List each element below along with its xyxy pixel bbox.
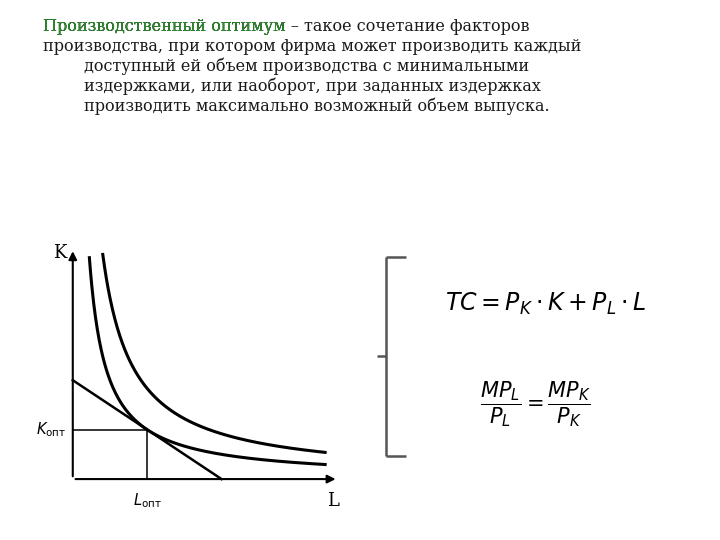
Text: Производственный оптимум: Производственный оптимум [43, 18, 286, 35]
Text: $K_{\rm опт}$: $K_{\rm опт}$ [36, 420, 66, 439]
Text: Производственный оптимум: Производственный оптимум [43, 18, 286, 35]
Text: Производственный оптимум – такое сочетание факторов
производства, при котором фи: Производственный оптимум – такое сочетан… [43, 18, 582, 115]
Text: $\mathit{TC} = P_K \cdot K + P_L \cdot L$: $\mathit{TC} = P_K \cdot K + P_L \cdot L… [445, 291, 647, 317]
Text: K: K [53, 244, 66, 262]
Text: $L_{\rm опт}$: $L_{\rm опт}$ [132, 492, 161, 510]
Text: $\dfrac{\mathit{MP}_L}{P_L} = \dfrac{\mathit{MP}_K}{P_K}$: $\dfrac{\mathit{MP}_L}{P_L} = \dfrac{\ma… [480, 379, 591, 429]
Text: L: L [327, 492, 339, 510]
